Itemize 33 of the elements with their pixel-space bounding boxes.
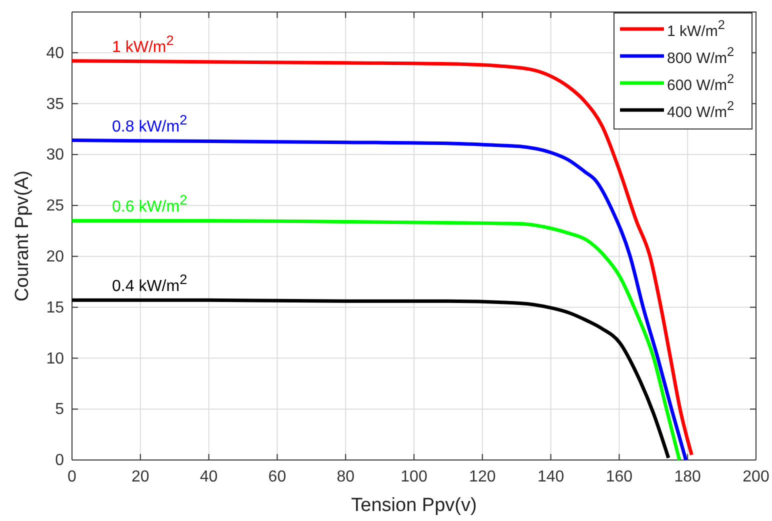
annotation: 1 kW/m$^{2}$ <box>112 32 174 56</box>
x-tick-label: 60 <box>268 468 286 486</box>
x-tick-label: 160 <box>606 468 633 486</box>
y-tick-label: 15 <box>46 299 64 316</box>
annotation: 0.8 kW/m$^{2}$ <box>112 112 188 136</box>
annotation: 0.4 kW/m$^{2}$ <box>112 272 188 296</box>
x-tick-label: 20 <box>132 468 150 486</box>
line-series <box>70 218 682 462</box>
legend-label: 800 W/m$^{2}$ <box>667 44 734 67</box>
annotation: 0.6 kW/m$^{2}$ <box>112 192 188 216</box>
x-tick-label: 140 <box>537 468 564 486</box>
y-tick-label: 5 <box>55 401 64 418</box>
y-tick-label: 35 <box>46 96 64 113</box>
y-axis-title: Courant Ppv(A) <box>12 170 33 302</box>
legend-label: 1 kW/m$^{2}$ <box>667 16 725 40</box>
line-series <box>70 298 670 460</box>
legend-label: 400 W/m$^{2}$ <box>667 98 734 121</box>
y-tick-label: 10 <box>46 350 64 368</box>
x-tick-label: 120 <box>469 468 496 486</box>
y-tick-label: 25 <box>46 198 64 215</box>
y-tick-label: 40 <box>46 44 64 62</box>
y-tick-label: 0 <box>55 452 64 470</box>
legend-label: 600 W/m$^{2}$ <box>667 70 734 94</box>
y-tick-label: 30 <box>46 146 64 164</box>
x-tick-label: 40 <box>200 468 218 486</box>
x-axis-title: Tension Ppv(v) <box>351 495 477 516</box>
x-tick-label: 80 <box>336 468 355 486</box>
x-tick-label: 100 <box>400 468 428 486</box>
x-tick-label: 0 <box>68 468 77 486</box>
x-tick-label: 180 <box>674 468 702 486</box>
line-series <box>70 138 688 462</box>
x-tick-label: 200 <box>742 468 770 486</box>
y-tick-label: 20 <box>46 248 64 266</box>
